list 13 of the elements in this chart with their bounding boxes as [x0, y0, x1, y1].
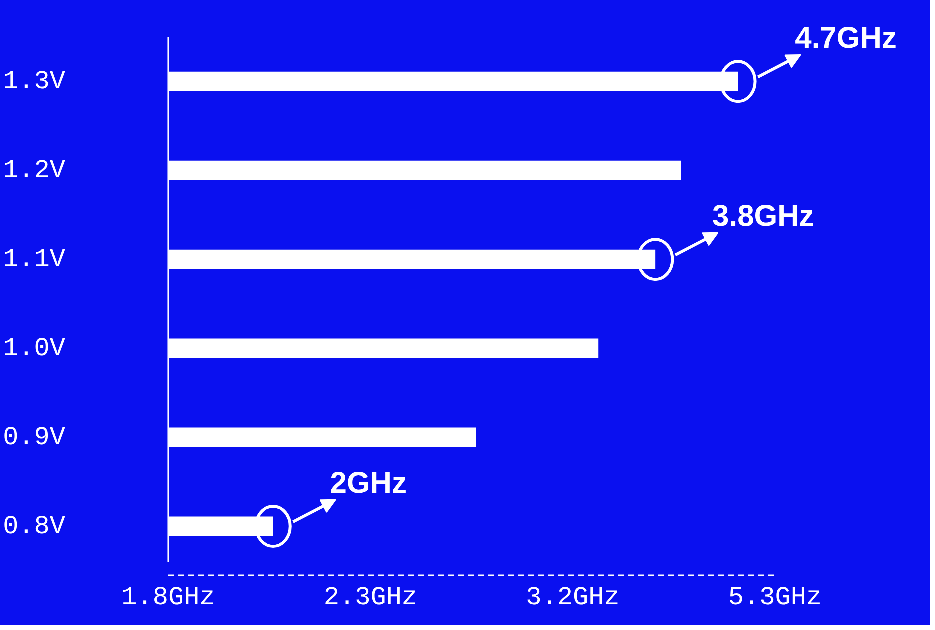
annotation: 4.7GHz [795, 22, 897, 55]
text: 1.8GHz [122, 582, 216, 613]
text: 3.2GHz [526, 582, 620, 613]
annotation: 3.8GHz [712, 200, 814, 233]
y-tick-label: 1.0V [3, 334, 66, 364]
y-tick-label: 0.9V [3, 422, 66, 453]
y-tick-label: 1.1V [3, 244, 66, 275]
y-tick-label: 1.2V [3, 156, 66, 186]
y-tick-label: 0.8V [3, 512, 66, 542]
annotation: 2GHz [330, 466, 407, 500]
text: 2.3GHz [324, 582, 418, 613]
text: 5.3GHz [728, 582, 822, 613]
y-tick-label: 1.3V [3, 66, 66, 97]
